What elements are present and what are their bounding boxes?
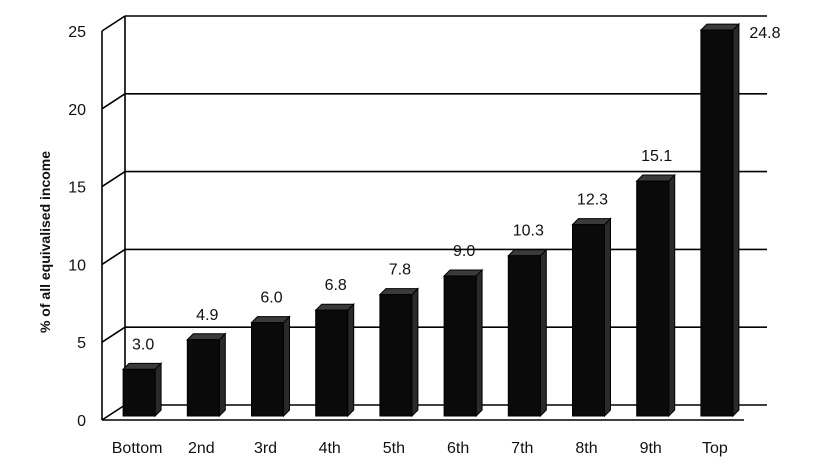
plot-walls — [101, 16, 744, 421]
bar-side — [154, 362, 162, 418]
y-tick-label: 10 — [68, 257, 86, 274]
x-tick-label: Top — [702, 440, 728, 457]
data-label: 4.9 — [196, 307, 218, 324]
gridline-diagonal — [101, 248, 126, 266]
bar-3 — [250, 315, 291, 418]
x-tick-label: 5th — [383, 440, 405, 457]
x-tick-label: 6th — [447, 440, 469, 457]
x-tick-label: 7th — [511, 440, 533, 457]
y-tick-label: 5 — [77, 335, 86, 352]
data-label: 15.1 — [641, 148, 672, 165]
bar-4 — [314, 302, 355, 418]
bar-9 — [635, 173, 676, 418]
bar-front — [443, 275, 477, 417]
x-tick-label: 2nd — [188, 440, 215, 457]
data-label: 10.3 — [513, 223, 544, 240]
y-tick-label: 20 — [68, 102, 86, 119]
x-tick-label: 4th — [319, 440, 341, 457]
data-label: 7.8 — [389, 262, 411, 279]
bar-8 — [571, 217, 612, 418]
y-axis-label: % of all equivalised income — [37, 151, 53, 333]
bar-6 — [442, 268, 484, 418]
data-label: 6.8 — [325, 277, 347, 294]
bar-top — [121, 362, 163, 370]
gridline-diagonal — [101, 326, 126, 343]
bar-side — [411, 287, 419, 418]
bar-top — [699, 23, 741, 31]
bar-front — [700, 29, 734, 417]
bar-front — [379, 294, 413, 417]
bar-top — [635, 174, 676, 182]
data-label: 3.0 — [132, 336, 154, 353]
x-tick-label: 3rd — [254, 440, 277, 457]
gridline-diagonal — [101, 15, 126, 32]
y-axis-ticks: 0 5 10 15 20 25 — [68, 24, 86, 430]
bar-2 — [186, 332, 227, 418]
bar-side — [668, 173, 676, 418]
bar-front — [636, 180, 670, 417]
bar-top — [250, 316, 291, 324]
bar-front — [572, 224, 605, 417]
bar-top — [507, 249, 548, 257]
x-tick-label: 8th — [575, 440, 597, 457]
bar-front — [251, 322, 284, 417]
bar-10 — [699, 22, 741, 418]
x-axis-ticks: Bottom 2nd 3rd 4th 5th 6th 7th 8th 9th Top — [112, 440, 728, 457]
bar-top — [442, 269, 484, 277]
bars — [121, 22, 741, 418]
bar-1 — [121, 362, 163, 418]
bar-side — [347, 302, 355, 418]
bar-5 — [378, 287, 420, 418]
gridline-diagonal — [101, 404, 126, 421]
bar-side — [604, 217, 611, 418]
bar-side — [475, 268, 483, 418]
bar-top — [378, 288, 420, 296]
bar-side — [732, 22, 740, 418]
y-tick-label: 15 — [68, 180, 86, 197]
data-label: 12.3 — [577, 192, 608, 209]
x-tick-label: 9th — [640, 440, 662, 457]
y-tick-label: 0 — [77, 413, 86, 430]
bar-7 — [507, 248, 548, 418]
bar-top — [571, 218, 612, 226]
bar-front — [315, 309, 349, 417]
bar-side — [283, 315, 290, 418]
bar-top — [314, 303, 355, 311]
bar-side — [539, 248, 547, 418]
gridline-diagonal — [101, 170, 126, 188]
bar-side — [218, 332, 226, 418]
data-label: 6.0 — [260, 290, 282, 307]
gridline-diagonal — [101, 93, 126, 110]
data-labels: 3.0 4.9 6.0 6.8 7.8 9.0 10.3 12.3 15.1 24.8 — [132, 25, 781, 353]
y-tick-label: 25 — [68, 24, 86, 41]
bar-top — [186, 333, 227, 341]
bar-front — [507, 255, 541, 417]
data-label: 24.8 — [749, 25, 780, 42]
data-label: 9.0 — [453, 243, 475, 260]
bar-front — [122, 368, 156, 417]
x-tick-label: Bottom — [112, 440, 163, 457]
bar-front — [186, 339, 220, 417]
